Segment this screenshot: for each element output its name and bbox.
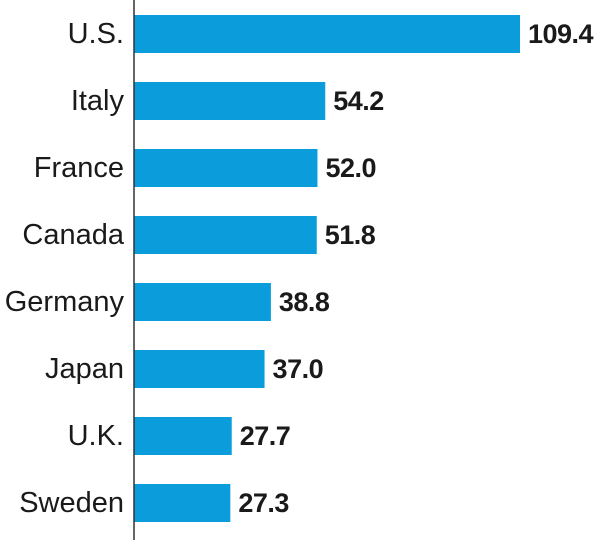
value-label-germany: 38.8 xyxy=(279,287,330,317)
value-label-u-k: 27.7 xyxy=(240,421,291,451)
category-label-u-k: U.K. xyxy=(68,420,124,452)
value-label-sweden: 27.3 xyxy=(238,488,289,518)
value-label-japan: 37.0 xyxy=(273,354,324,384)
bar-germany xyxy=(134,283,271,321)
bar-u-s xyxy=(134,15,520,53)
bar-japan xyxy=(134,350,265,388)
bar-italy xyxy=(134,82,326,120)
category-label-germany: Germany xyxy=(5,286,125,318)
category-label-france: France xyxy=(34,152,124,184)
labels-layer: U.S. 109.4 Italy 54.2 France 52.0 Canada 51.8 Ge… xyxy=(5,18,594,519)
value-label-canada: 51.8 xyxy=(325,220,376,250)
bar-france xyxy=(134,149,318,187)
bar-u-k xyxy=(134,417,232,455)
bars-layer xyxy=(134,15,520,522)
category-label-japan: Japan xyxy=(45,353,124,385)
category-label-canada: Canada xyxy=(22,219,124,251)
value-label-u-s: 109.4 xyxy=(528,19,594,49)
category-label-u-s: U.S. xyxy=(68,18,124,50)
value-label-italy: 54.2 xyxy=(333,86,384,116)
bar-canada xyxy=(134,216,317,254)
bar-sweden xyxy=(134,484,231,522)
category-label-italy: Italy xyxy=(71,85,125,117)
category-label-sweden: Sweden xyxy=(19,487,124,519)
value-label-france: 52.0 xyxy=(325,153,376,183)
